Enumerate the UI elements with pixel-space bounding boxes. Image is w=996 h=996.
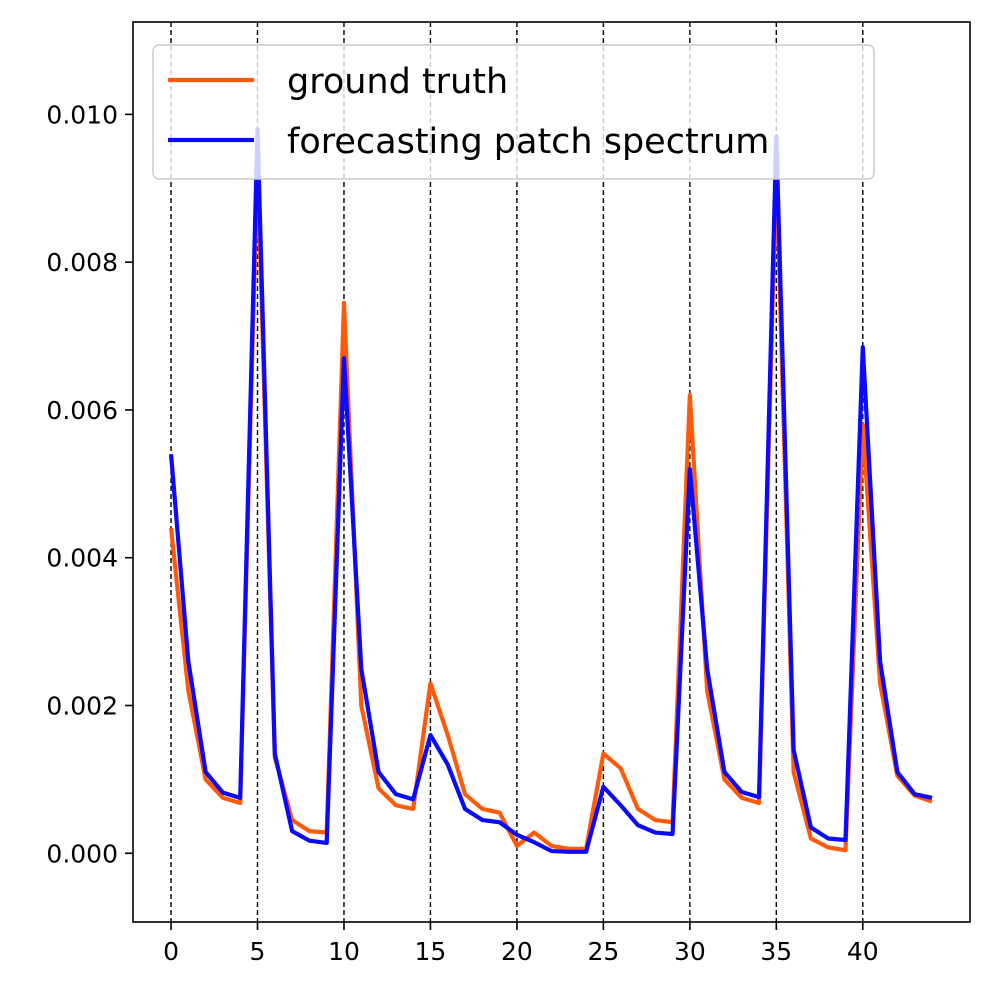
y-tick-label-2: 0.004 <box>46 544 118 573</box>
x-tick-label-5: 25 <box>587 937 619 966</box>
x-tick-label-2: 10 <box>328 937 360 966</box>
x-tick-label-0: 0 <box>163 937 179 966</box>
series-line-0 <box>168 156 933 853</box>
series-line-1 <box>168 127 933 854</box>
x-tick-label-8: 40 <box>847 937 879 966</box>
legend-label-0: ground truth <box>287 62 508 102</box>
y-tick-label-4: 0.008 <box>46 248 118 277</box>
legend: ground truth forecasting patch spectrum <box>152 44 875 180</box>
x-tick-label-7: 35 <box>760 937 792 966</box>
axes-frame <box>132 21 971 923</box>
y-tick-label-3: 0.006 <box>46 396 118 425</box>
series-lines <box>168 127 933 854</box>
y-tick-label-1: 0.002 <box>46 691 118 720</box>
x-tick-label-3: 15 <box>415 937 447 966</box>
y-tick-label-5: 0.010 <box>46 100 118 129</box>
legend-box <box>152 44 875 180</box>
x-tick-label-6: 30 <box>674 937 706 966</box>
y-axis-ticks: 0.000 0.002 0.004 0.006 0.008 0.010 <box>46 100 133 868</box>
x-tick-label-4: 20 <box>501 937 533 966</box>
x-tick-label-1: 5 <box>250 937 266 966</box>
x-axis-ticks: 0 5 10 15 20 25 30 35 40 <box>163 922 879 966</box>
y-tick-label-0: 0.000 <box>46 839 118 868</box>
legend-label-1: forecasting patch spectrum <box>287 122 769 162</box>
